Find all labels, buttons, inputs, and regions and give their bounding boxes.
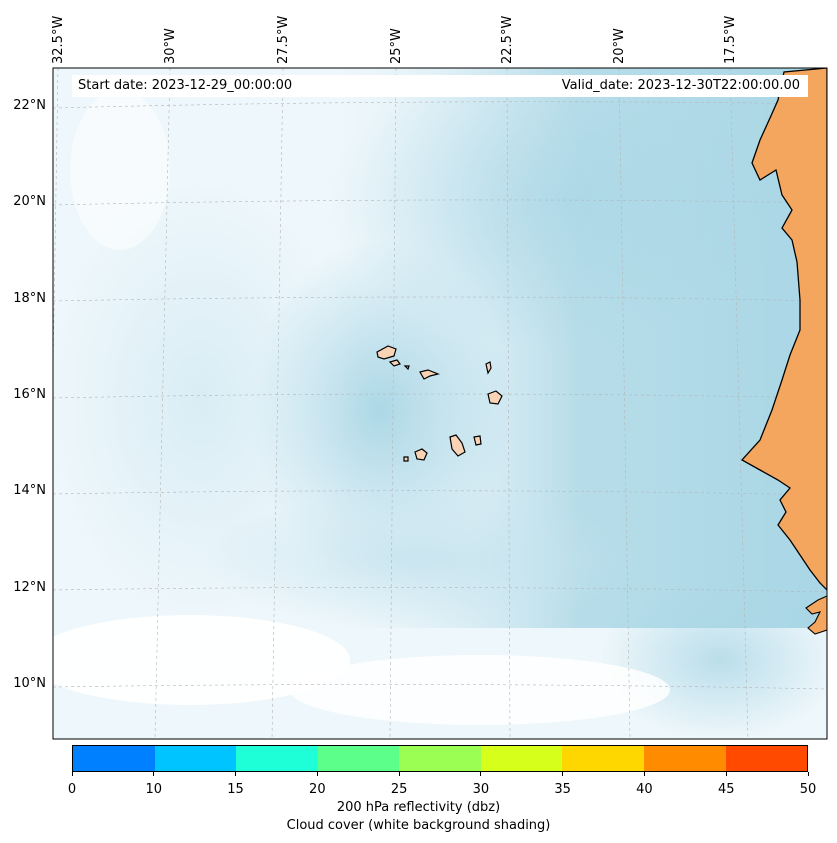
colorbar-tickmark	[153, 772, 155, 776]
colorbar-segment-2	[236, 746, 318, 771]
lat-label-10n: 10°N	[13, 676, 46, 691]
colorbar-tickmark	[807, 772, 809, 776]
colorbar-tickmark	[316, 772, 318, 776]
colorbar-tickmark	[398, 772, 400, 776]
colorbar-tickmark	[235, 772, 237, 776]
colorbar-tickmark	[480, 772, 482, 776]
colorbar-tick-label: 15	[227, 782, 244, 797]
colorbar-tick-label: 45	[717, 782, 735, 797]
colorbar-segment-5	[480, 746, 563, 771]
island-santiago	[449, 434, 466, 457]
date-info-box: Start date: 2023-12-29_00:00:00 Valid_da…	[72, 75, 808, 97]
lon-label-20w: 20°W	[612, 28, 627, 64]
cloud-shading-north	[330, 68, 790, 350]
lat-label-18n: 18°N	[13, 291, 46, 306]
island-sao-vicente	[388, 359, 401, 367]
colorbar-tick-label: 40	[636, 782, 653, 797]
west-africa-landmass	[740, 68, 827, 591]
lat-label-22n: 22°N	[13, 98, 46, 113]
cloud-shading-west	[53, 180, 350, 620]
lat-label-20n: 20°N	[13, 194, 46, 209]
lon-label-17.5w: 17.5°W	[723, 15, 738, 64]
lon-label-22.5w: 22.5°W	[500, 15, 515, 64]
island-boa-vista	[487, 390, 503, 405]
cloud-shading-southeast	[600, 580, 827, 739]
island-sao-nicolau	[419, 369, 440, 380]
colorbar-tickmark	[725, 772, 727, 776]
colorbar-tick-label: 35	[554, 782, 571, 797]
lon-label-30w: 30°W	[163, 28, 178, 64]
colorbar-tick-label: 10	[145, 782, 163, 797]
island-sal	[485, 361, 492, 375]
colorbar-segment-6	[562, 746, 644, 771]
gridlines	[53, 68, 827, 739]
lon-label-27.5w: 27.5°W	[276, 15, 291, 64]
colorbar-tick-label: 20	[309, 782, 326, 797]
colorbar-segment-0	[73, 746, 155, 771]
map-frame	[52, 67, 828, 740]
map-area	[53, 68, 827, 739]
colorbar-label: 200 hPa reflectivity (dbz)	[336, 800, 501, 815]
colorbar-segment-4	[399, 746, 481, 771]
colorbar-tick-label: 50	[799, 782, 817, 797]
lon-label-25w: 25°W	[389, 28, 404, 64]
clear-area-northwest	[70, 90, 170, 250]
island-santa-luzia	[403, 365, 410, 371]
start-date-label: Start date: 2023-12-29_00:00:00	[78, 78, 293, 93]
colorbar-tickmark	[71, 772, 73, 776]
colorbar-segment-1	[154, 746, 237, 771]
clear-area-southwest	[53, 615, 350, 705]
colorbar-segment-8	[725, 746, 808, 771]
colorbar-tickmark	[643, 772, 645, 776]
island-fogo	[414, 448, 428, 461]
colorbar-tickmark	[562, 772, 564, 776]
colorbar-tick-label: 30	[472, 782, 490, 797]
island-maio	[473, 435, 482, 446]
valid-date-label: Valid_date: 2023-12-30T22:00:00.00	[561, 78, 800, 93]
west-africa-coast-detail	[805, 595, 827, 635]
colorbar-sublabel: Cloud cover (white background shading)	[286, 818, 551, 833]
colorbar-segment-7	[643, 746, 726, 771]
reflectivity-colorbar	[72, 745, 808, 772]
clear-area-south	[290, 655, 670, 725]
island-brava	[403, 456, 409, 462]
lat-label-14n: 14°N	[13, 483, 46, 498]
lat-label-16n: 16°N	[13, 387, 46, 402]
colorbar-segment-3	[317, 746, 400, 771]
lat-label-12n: 12°N	[13, 580, 46, 595]
colorbar-tick-label: 25	[390, 782, 408, 797]
cape-verde-islands	[376, 345, 503, 462]
island-santo-antao	[376, 345, 397, 360]
colorbar-tick-label: 0	[67, 782, 77, 797]
lon-label-32.5w: 32.5°W	[51, 15, 66, 64]
